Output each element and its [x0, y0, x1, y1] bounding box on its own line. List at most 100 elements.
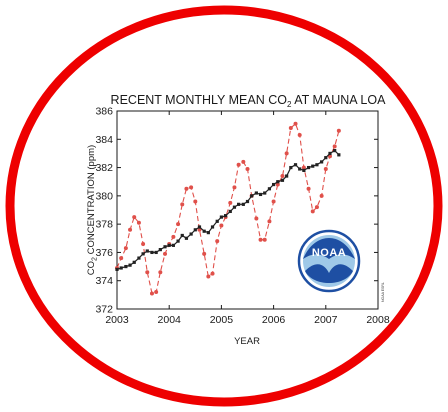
trend-point — [306, 165, 311, 170]
trend-point — [328, 151, 332, 156]
y-tick-label: 376 — [95, 247, 113, 259]
monthly-point — [215, 239, 220, 244]
trend-point — [337, 153, 341, 157]
trend-point — [180, 233, 184, 238]
trend-point — [333, 149, 337, 153]
trend-point — [289, 165, 293, 170]
y-tick-label: 386 — [95, 106, 113, 118]
x-tick-label: 2004 — [158, 314, 182, 326]
monthly-point — [301, 165, 306, 170]
trend-point — [210, 225, 215, 229]
trend-point — [237, 202, 241, 206]
x-tick-label: 2008 — [366, 314, 390, 326]
monthly-point — [241, 159, 246, 164]
plot-frame — [116, 110, 379, 310]
trend-point — [206, 231, 210, 235]
trend-point — [267, 187, 272, 191]
trend-point — [232, 205, 237, 209]
red-ring-border — [5, 5, 443, 407]
monthly-point — [158, 270, 163, 275]
trend-point — [124, 264, 128, 269]
trend-point — [197, 225, 202, 229]
monthly-point — [180, 202, 185, 207]
trend-point — [189, 232, 193, 236]
monthly-point — [258, 237, 263, 242]
trend-point — [324, 156, 328, 160]
monthly-point — [275, 182, 280, 187]
trend-point — [145, 249, 149, 253]
x-tick-label: 2005 — [210, 314, 234, 326]
monthly-point — [176, 222, 181, 227]
x-axis-label: YEAR — [234, 336, 260, 347]
monthly-point — [293, 121, 298, 126]
monthly-point — [145, 270, 150, 275]
monthly-point — [280, 174, 285, 179]
data-series — [115, 121, 341, 296]
trend-point — [241, 202, 245, 206]
monthly-point — [236, 162, 241, 167]
trend-point — [263, 191, 267, 195]
x-tick-label: 2007 — [314, 314, 338, 326]
monthly-point — [284, 151, 289, 156]
monthly-point — [297, 133, 302, 138]
trend-point — [202, 229, 206, 233]
monthly-point — [323, 166, 328, 171]
trend-point — [272, 182, 276, 187]
monthly-point — [219, 223, 224, 228]
trend-point — [254, 191, 258, 195]
monthly-point — [262, 237, 267, 242]
monthly-point — [189, 185, 194, 190]
chart-title: RECENT MONTHLY MEAN CO2 AT MAUNA LOA — [111, 93, 387, 109]
monthly-point — [271, 199, 276, 204]
trend-point — [258, 192, 263, 197]
trend-point — [298, 167, 302, 171]
side-note: NOAA ESRL — [381, 282, 385, 302]
trend-point — [184, 236, 189, 240]
y-tick-label: 378 — [95, 219, 113, 231]
monthly-point — [123, 246, 128, 251]
monthly-point — [267, 219, 272, 224]
y-tick-label: 380 — [95, 190, 113, 202]
trend-point — [137, 256, 141, 260]
logo-top-wave — [303, 238, 355, 259]
monthly-point — [132, 215, 137, 220]
y-tick-label: 372 — [95, 304, 113, 316]
trend-point — [250, 194, 254, 198]
y-tick-label: 374 — [95, 275, 113, 287]
monthly-point — [197, 227, 202, 232]
trend-point — [215, 219, 219, 223]
monthly-point — [288, 125, 293, 130]
monthly-point — [184, 186, 189, 191]
monthly-point — [319, 193, 324, 198]
monthly-point — [310, 209, 315, 214]
trend-line — [116, 149, 340, 270]
x-tick-label: 2006 — [262, 314, 286, 326]
trend-point — [228, 209, 232, 214]
monthly-point — [128, 227, 133, 232]
trend-point — [245, 199, 250, 204]
trend-point — [223, 214, 228, 218]
monthly-point — [193, 199, 198, 204]
monthly-point — [163, 251, 168, 256]
monthly-point — [141, 241, 146, 246]
y-axis-label: CO2 CONCENTRATION (ppm) — [86, 145, 99, 275]
monthly-point — [254, 216, 259, 221]
monthly-point — [206, 274, 211, 279]
logo-bird-wings — [305, 264, 353, 283]
trend-point — [219, 215, 223, 219]
trend-point — [311, 164, 315, 168]
x-tick-label: 2003 — [105, 314, 129, 326]
trend-point — [115, 267, 119, 271]
monthly-point — [306, 186, 311, 191]
trend-point — [141, 252, 145, 256]
trend-point — [315, 163, 319, 167]
axis-ticks: 2003 2004 2005 2006 2007 2008 372 374 376 378 380 3… — [95, 106, 389, 327]
monthly-point — [149, 291, 154, 296]
trend-point — [280, 178, 285, 182]
trend-point — [150, 250, 154, 255]
trend-point — [176, 239, 180, 243]
monthly-point — [171, 234, 176, 239]
trend-point — [132, 260, 136, 264]
trend-point — [293, 163, 298, 167]
